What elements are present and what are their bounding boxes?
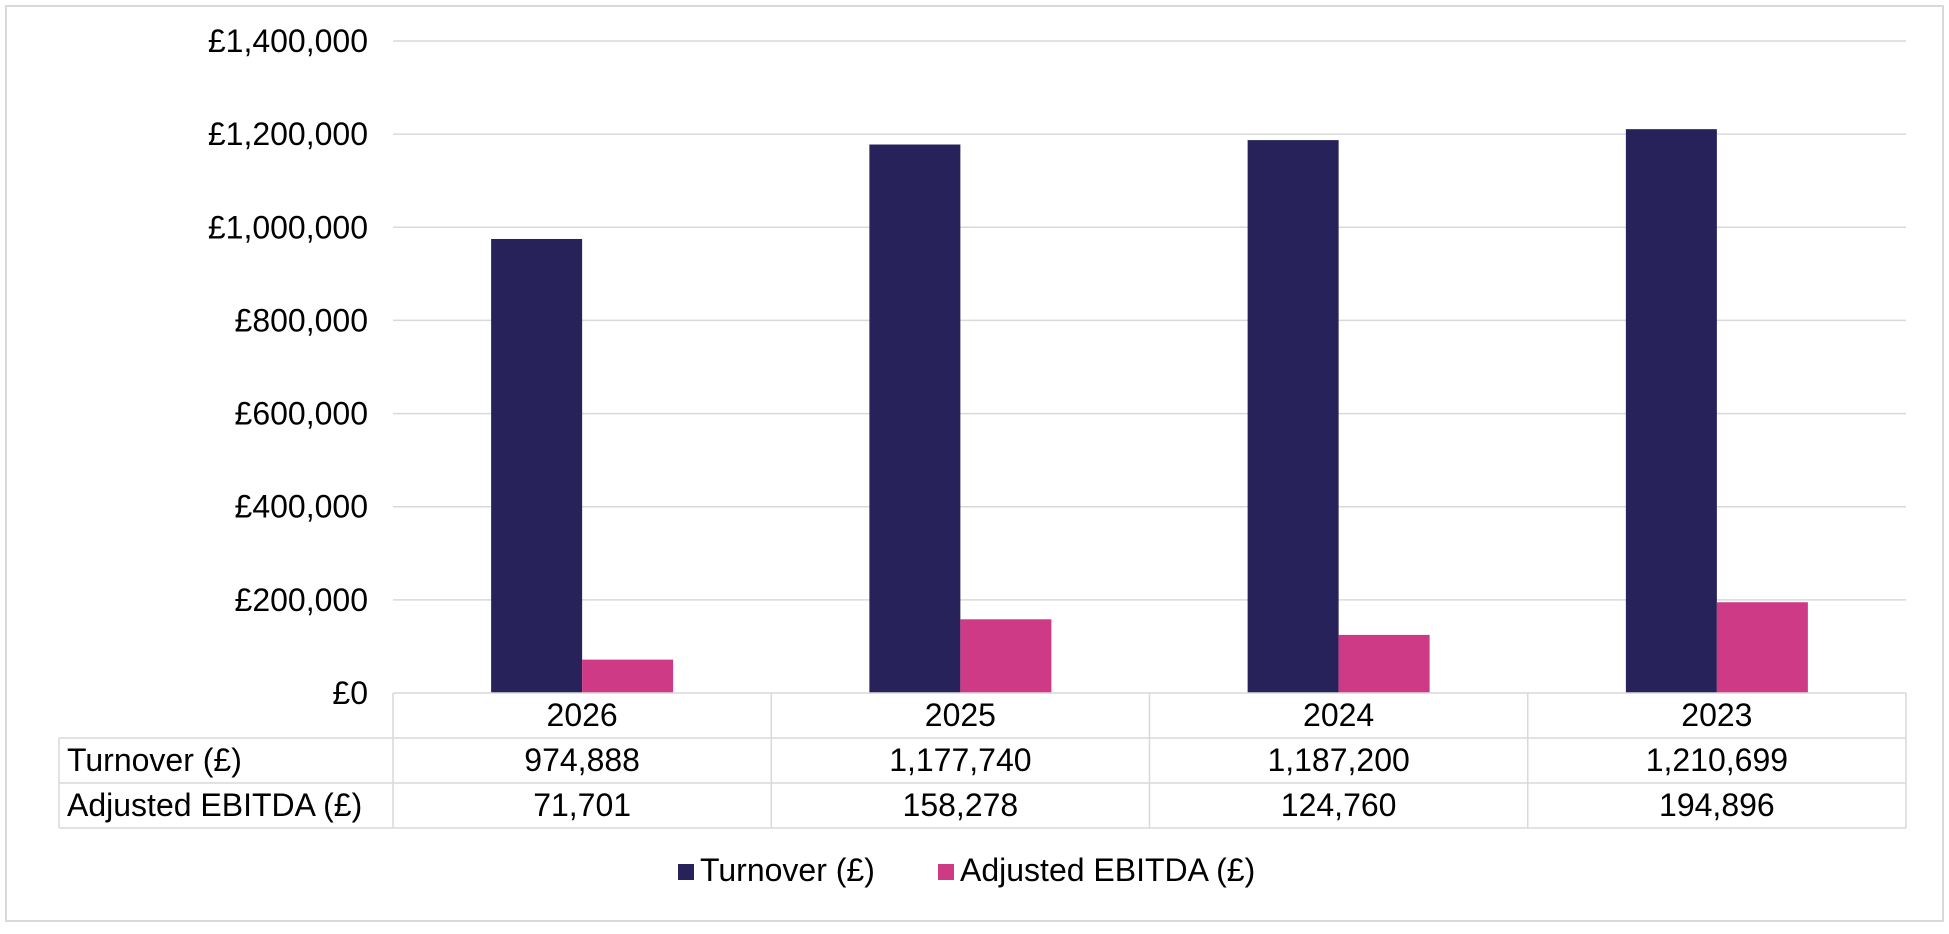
- legend-swatch: [938, 864, 954, 880]
- data-label: 124,760: [1281, 787, 1397, 823]
- legend-swatch: [678, 864, 694, 880]
- bar-turnover: [869, 144, 961, 694]
- legend: Turnover (£) Adjusted EBITDA (£): [678, 852, 1255, 888]
- y-tick-label: £1,400,000: [208, 23, 368, 59]
- bar-adjusted-ebitda: [1716, 602, 1808, 693]
- y-tick-label: £600,000: [235, 396, 368, 432]
- y-tick-label: £400,000: [235, 489, 368, 525]
- x-tick-label: 2026: [547, 697, 618, 733]
- x-tick-label: 2023: [1681, 697, 1752, 733]
- chart-border: [5, 5, 1944, 922]
- y-axis-tick-labels: £0 £200,000 £400,000 £600,000 £800,000 £1,000…: [208, 23, 368, 711]
- y-tick-label: £1,200,000: [208, 116, 368, 152]
- bars: [491, 129, 1808, 694]
- data-label: 71,701: [533, 787, 631, 823]
- x-tick-label: 2024: [1303, 697, 1374, 733]
- data-label: 974,888: [524, 742, 640, 778]
- y-tick-label: £0: [332, 675, 368, 711]
- data-label: 158,278: [903, 787, 1019, 823]
- y-tick-label: £800,000: [235, 302, 368, 338]
- y-tick-label: £200,000: [235, 582, 368, 618]
- table-row-label: Turnover (£): [67, 742, 242, 778]
- data-label: 1,177,740: [889, 742, 1031, 778]
- bar-adjusted-ebitda: [582, 659, 674, 693]
- table-row-label: Adjusted EBITDA (£): [67, 787, 362, 823]
- bar-adjusted-ebitda: [1338, 634, 1430, 693]
- y-tick-label: £1,000,000: [208, 209, 368, 245]
- data-label: 1,187,200: [1267, 742, 1409, 778]
- data-table: 2026 2025 2024 2023 Turnover (£) 974,888 1,177…: [58, 692, 1907, 829]
- data-label: 1,210,699: [1646, 742, 1788, 778]
- bar-turnover: [491, 238, 583, 694]
- x-tick-label: 2025: [925, 697, 996, 733]
- bar-adjusted-ebitda: [960, 619, 1052, 693]
- legend-label: Turnover (£): [700, 852, 875, 888]
- data-label: 194,896: [1659, 787, 1775, 823]
- bar-turnover: [1247, 140, 1339, 693]
- bar-turnover: [1625, 129, 1717, 694]
- legend-label: Adjusted EBITDA (£): [960, 852, 1255, 888]
